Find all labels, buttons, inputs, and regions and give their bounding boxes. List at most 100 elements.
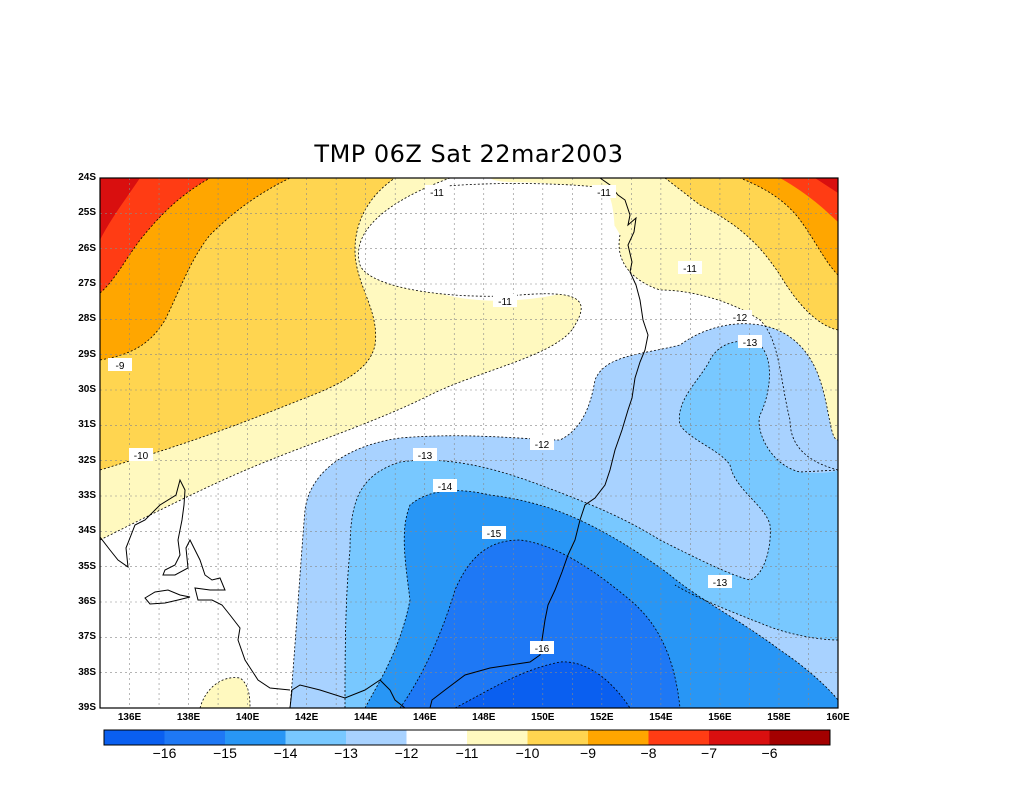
longitude-tick-label: 136E [117, 712, 142, 723]
longitude-tick-label: 156E [708, 712, 732, 723]
contour-label-bg [482, 526, 506, 539]
colorbar-tick-label: −6 [761, 745, 778, 761]
colorbar-swatch [709, 730, 770, 745]
band-minus6-west [100, 178, 140, 240]
colorbar-tick-label: −12 [394, 745, 419, 761]
latitude-tick-label: 30S [78, 384, 96, 395]
contour-label-bg [108, 358, 132, 371]
band-minus8-east [740, 178, 838, 275]
latitude-tick-label: 37S [78, 631, 96, 643]
band-minus7-east [780, 178, 838, 222]
contour-label: -10 [134, 451, 149, 462]
colorbar-tick-label: −14 [273, 745, 298, 761]
longitude-tick-label: 146E [413, 712, 437, 723]
contour-label: -12 [535, 440, 550, 451]
contour-line [618, 234, 838, 471]
band-minus10-east [490, 178, 838, 470]
contour-line [100, 178, 211, 294]
longitude-tick-label: 152E [590, 712, 614, 723]
latitude-tick-label: 33S [78, 490, 96, 501]
contour-line [100, 178, 396, 471]
contour-label: -13 [743, 338, 758, 349]
coastline-gulf [100, 478, 291, 691]
contour-label: -12 [733, 313, 748, 324]
colorbar-tick-label: −11 [455, 745, 479, 761]
colorbar-swatch [406, 730, 467, 745]
longitude-tick-label: 140E [235, 712, 260, 723]
latitude-tick-label: 27S [78, 278, 96, 289]
contour-label: -13 [418, 451, 433, 462]
plot-title: TMP 06Z Sat 22mar2003 [314, 140, 624, 168]
latitude-tick-label: 24S [78, 172, 96, 183]
coastline [100, 178, 649, 708]
longitude-tick-label: 144E [353, 712, 378, 723]
latitude-tick-label: 26S [78, 242, 96, 254]
contour-label-bg [728, 310, 752, 323]
map-frame [99, 177, 839, 709]
contour-label: -11 [498, 297, 512, 308]
contour-label-bg [708, 575, 732, 588]
colorbar-swatch [104, 730, 165, 745]
colorbar [103, 729, 831, 746]
contour-label-bg [530, 641, 554, 654]
contour-line [674, 584, 838, 641]
latitude-tick-label: 34S [78, 525, 96, 537]
contour-labels: -11 -11 -11 -11 -12 -13 -9 -10 -13 -12 -14 -15 -13 -1… [108, 185, 762, 655]
contour-line [664, 178, 838, 331]
latitude-tick-label: 36S [78, 596, 96, 607]
colorbar-swatch [467, 730, 528, 745]
contour-label: -11 [597, 188, 611, 199]
filled-contours [100, 178, 838, 708]
contour-label-bg [678, 261, 702, 274]
colorbar-tick-label: −15 [213, 745, 237, 761]
contour-label-bg [592, 185, 616, 198]
contour-label: -16 [535, 644, 550, 655]
longitude-tick-label: 160E [826, 712, 850, 723]
contour-label-bg [129, 448, 153, 461]
latitude-tick-label: 25S [78, 207, 96, 219]
latitude-tick-label: 32S [78, 454, 96, 466]
latitude-tick-label: 28S [78, 313, 96, 325]
longitude-tick-label: 138E [176, 712, 201, 723]
graticule [100, 178, 838, 708]
contour-label-bg [530, 437, 554, 450]
longitude-tick-label: 154E [649, 712, 673, 723]
band-minus9-east [665, 178, 838, 330]
contour-line [364, 490, 838, 708]
contour-line [454, 661, 631, 708]
latitude-tick-label: 29S [78, 348, 96, 360]
contour-line [100, 178, 582, 541]
band-white-pocket [391, 183, 628, 301]
contour-line [199, 677, 251, 708]
latitude-tick-label: 38S [78, 666, 96, 678]
contour-label: -9 [116, 361, 125, 372]
contour-label-bg [493, 294, 517, 307]
latitude-tick-label: 31S [78, 419, 96, 431]
longitude-tick-label: 158E [767, 712, 791, 723]
colorbar-tick-label: −16 [152, 745, 177, 761]
colorbar-frame [103, 729, 831, 746]
contour-label-bg [425, 185, 449, 198]
colorbar-swatch [769, 730, 830, 745]
colorbar-swatch [225, 730, 286, 745]
coastline-south [289, 679, 406, 708]
contour-label-bg [433, 479, 457, 492]
colorbar-swatch [648, 730, 709, 745]
longitude-tick-label: 142E [294, 712, 319, 723]
contour-label: -11 [683, 264, 697, 275]
colorbar-swatch [164, 730, 225, 745]
contour-label-bg [738, 335, 762, 348]
colorbar-swatch [588, 730, 649, 745]
band-minus15 [400, 540, 680, 708]
colorbar-tick-label: −9 [580, 745, 596, 761]
colorbar-tick-label: −13 [334, 745, 358, 761]
band-minus10-south [200, 677, 250, 708]
latitude-tick-label: 39S [78, 702, 96, 713]
contour-label: -13 [713, 578, 728, 589]
coastline-island [144, 589, 191, 605]
colorbar-tick-label: −10 [515, 745, 540, 761]
colorbar-tick-label: −7 [701, 745, 717, 761]
colorbar-swatch [285, 730, 346, 745]
band-minus7-west [100, 178, 210, 293]
